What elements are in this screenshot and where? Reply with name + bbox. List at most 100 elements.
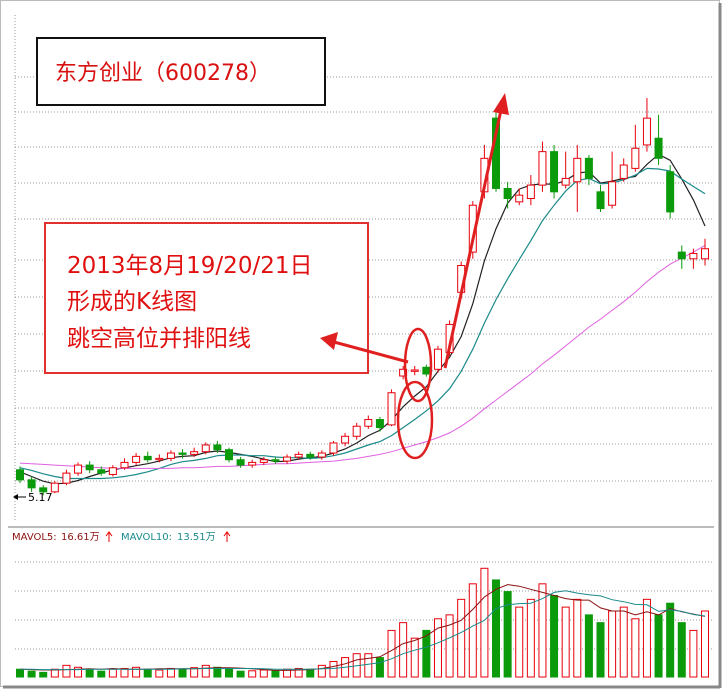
candle-body: [538, 151, 547, 186]
volume-bar: [97, 670, 106, 678]
candle-body: [642, 117, 651, 146]
candle-body: [352, 425, 361, 437]
candle-body: [224, 449, 233, 461]
candle-body: [74, 464, 83, 474]
volume-bar: [306, 668, 315, 678]
candle-body: [526, 184, 535, 200]
volume-bar: [271, 670, 280, 678]
candle-body: [294, 453, 303, 458]
legend-name: MAVOL10:: [121, 532, 172, 543]
volume-bar: [16, 668, 24, 678]
volume-bar: [654, 614, 663, 678]
candle-body: [573, 157, 582, 183]
volume-bar: [317, 664, 326, 678]
candle-body: [608, 181, 617, 206]
marks: [16, 98, 709, 678]
arrow-head: [493, 93, 509, 115]
volume-bar: [584, 614, 593, 678]
annotation-line: 形成的K线图: [67, 289, 197, 315]
ma-line: [19, 244, 706, 469]
candle-body: [701, 248, 709, 260]
candle-body: [62, 472, 71, 484]
ma-line: [19, 167, 706, 480]
candle-body: [178, 452, 187, 455]
candle-body: [155, 457, 164, 461]
volume-bar: [666, 602, 675, 678]
candle-body: [108, 467, 117, 475]
arrow: [443, 109, 503, 369]
volume-bar: [329, 660, 338, 678]
candle-body: [16, 469, 24, 481]
candle-body: [631, 147, 640, 169]
candle-body: [387, 392, 396, 426]
candle-body: [50, 482, 59, 493]
volume-bar: [410, 637, 419, 678]
candle-body: [364, 419, 373, 427]
min-arrow-head: [13, 494, 18, 500]
candle-body: [584, 157, 593, 179]
candle-body: [283, 456, 292, 462]
volume-bar: [120, 667, 129, 678]
volume-bar: [596, 622, 605, 678]
volume-bar: [39, 671, 48, 678]
legend-value: 16.61万: [61, 532, 100, 543]
candle-body: [97, 469, 106, 474]
candle-body: [619, 164, 628, 179]
arrow: [333, 340, 409, 364]
volume-bar: [433, 618, 442, 678]
volume-bar: [178, 668, 187, 678]
candle-body: [515, 194, 524, 203]
volume-bar: [132, 666, 141, 678]
candle-body: [503, 187, 512, 200]
candle-body: [561, 177, 570, 186]
volume-bar: [364, 653, 373, 678]
candle-body: [213, 444, 222, 451]
volume-bar: [526, 598, 535, 678]
volume-bar: [224, 668, 233, 678]
candle-body: [433, 348, 442, 370]
volume-bar: [155, 669, 164, 678]
volume-bar: [294, 667, 303, 678]
volume-bar: [143, 668, 152, 678]
volume-bar: [608, 610, 617, 678]
candle-body: [271, 459, 280, 462]
volume-bar: [550, 594, 559, 678]
candle-body: [375, 419, 384, 429]
candle-body: [132, 455, 141, 463]
volume-bar: [422, 629, 431, 678]
candle-body: [654, 137, 663, 159]
candle-body: [596, 191, 605, 210]
candle-body: [317, 452, 326, 458]
candle-body: [306, 453, 315, 458]
candle-body: [689, 252, 698, 260]
volume-bar: [480, 567, 489, 678]
volume-bar: [62, 664, 71, 678]
candle-body: [677, 251, 686, 260]
volume-bar: [399, 622, 408, 678]
annotation-line: 跳空高位并排阳线: [67, 326, 251, 352]
volume-bar: [538, 583, 547, 678]
candle-body: [422, 366, 431, 375]
candle-body: [341, 435, 350, 444]
volume-bar: [689, 629, 698, 678]
candle-body: [550, 151, 559, 193]
volume-bar: [445, 614, 454, 678]
volume-bar: [631, 618, 640, 678]
volume-bar: [677, 622, 686, 678]
volume-bar: [74, 666, 83, 678]
candle-body: [410, 369, 419, 372]
candle-body: [120, 461, 129, 469]
arrow-head: [320, 332, 338, 350]
volume-bar: [85, 669, 94, 678]
highlight-ellipse: [396, 380, 434, 460]
legend-value: 13.51万: [177, 532, 216, 543]
volume-bar: [619, 606, 628, 678]
candle-body: [143, 455, 152, 461]
ma-line: [20, 590, 706, 671]
candle-body: [248, 461, 257, 466]
candle-body: [201, 444, 210, 453]
title-box: [36, 37, 326, 106]
legend-arrow: [105, 531, 113, 542]
volume-bar: [387, 629, 396, 678]
volume-bar: [201, 664, 210, 678]
